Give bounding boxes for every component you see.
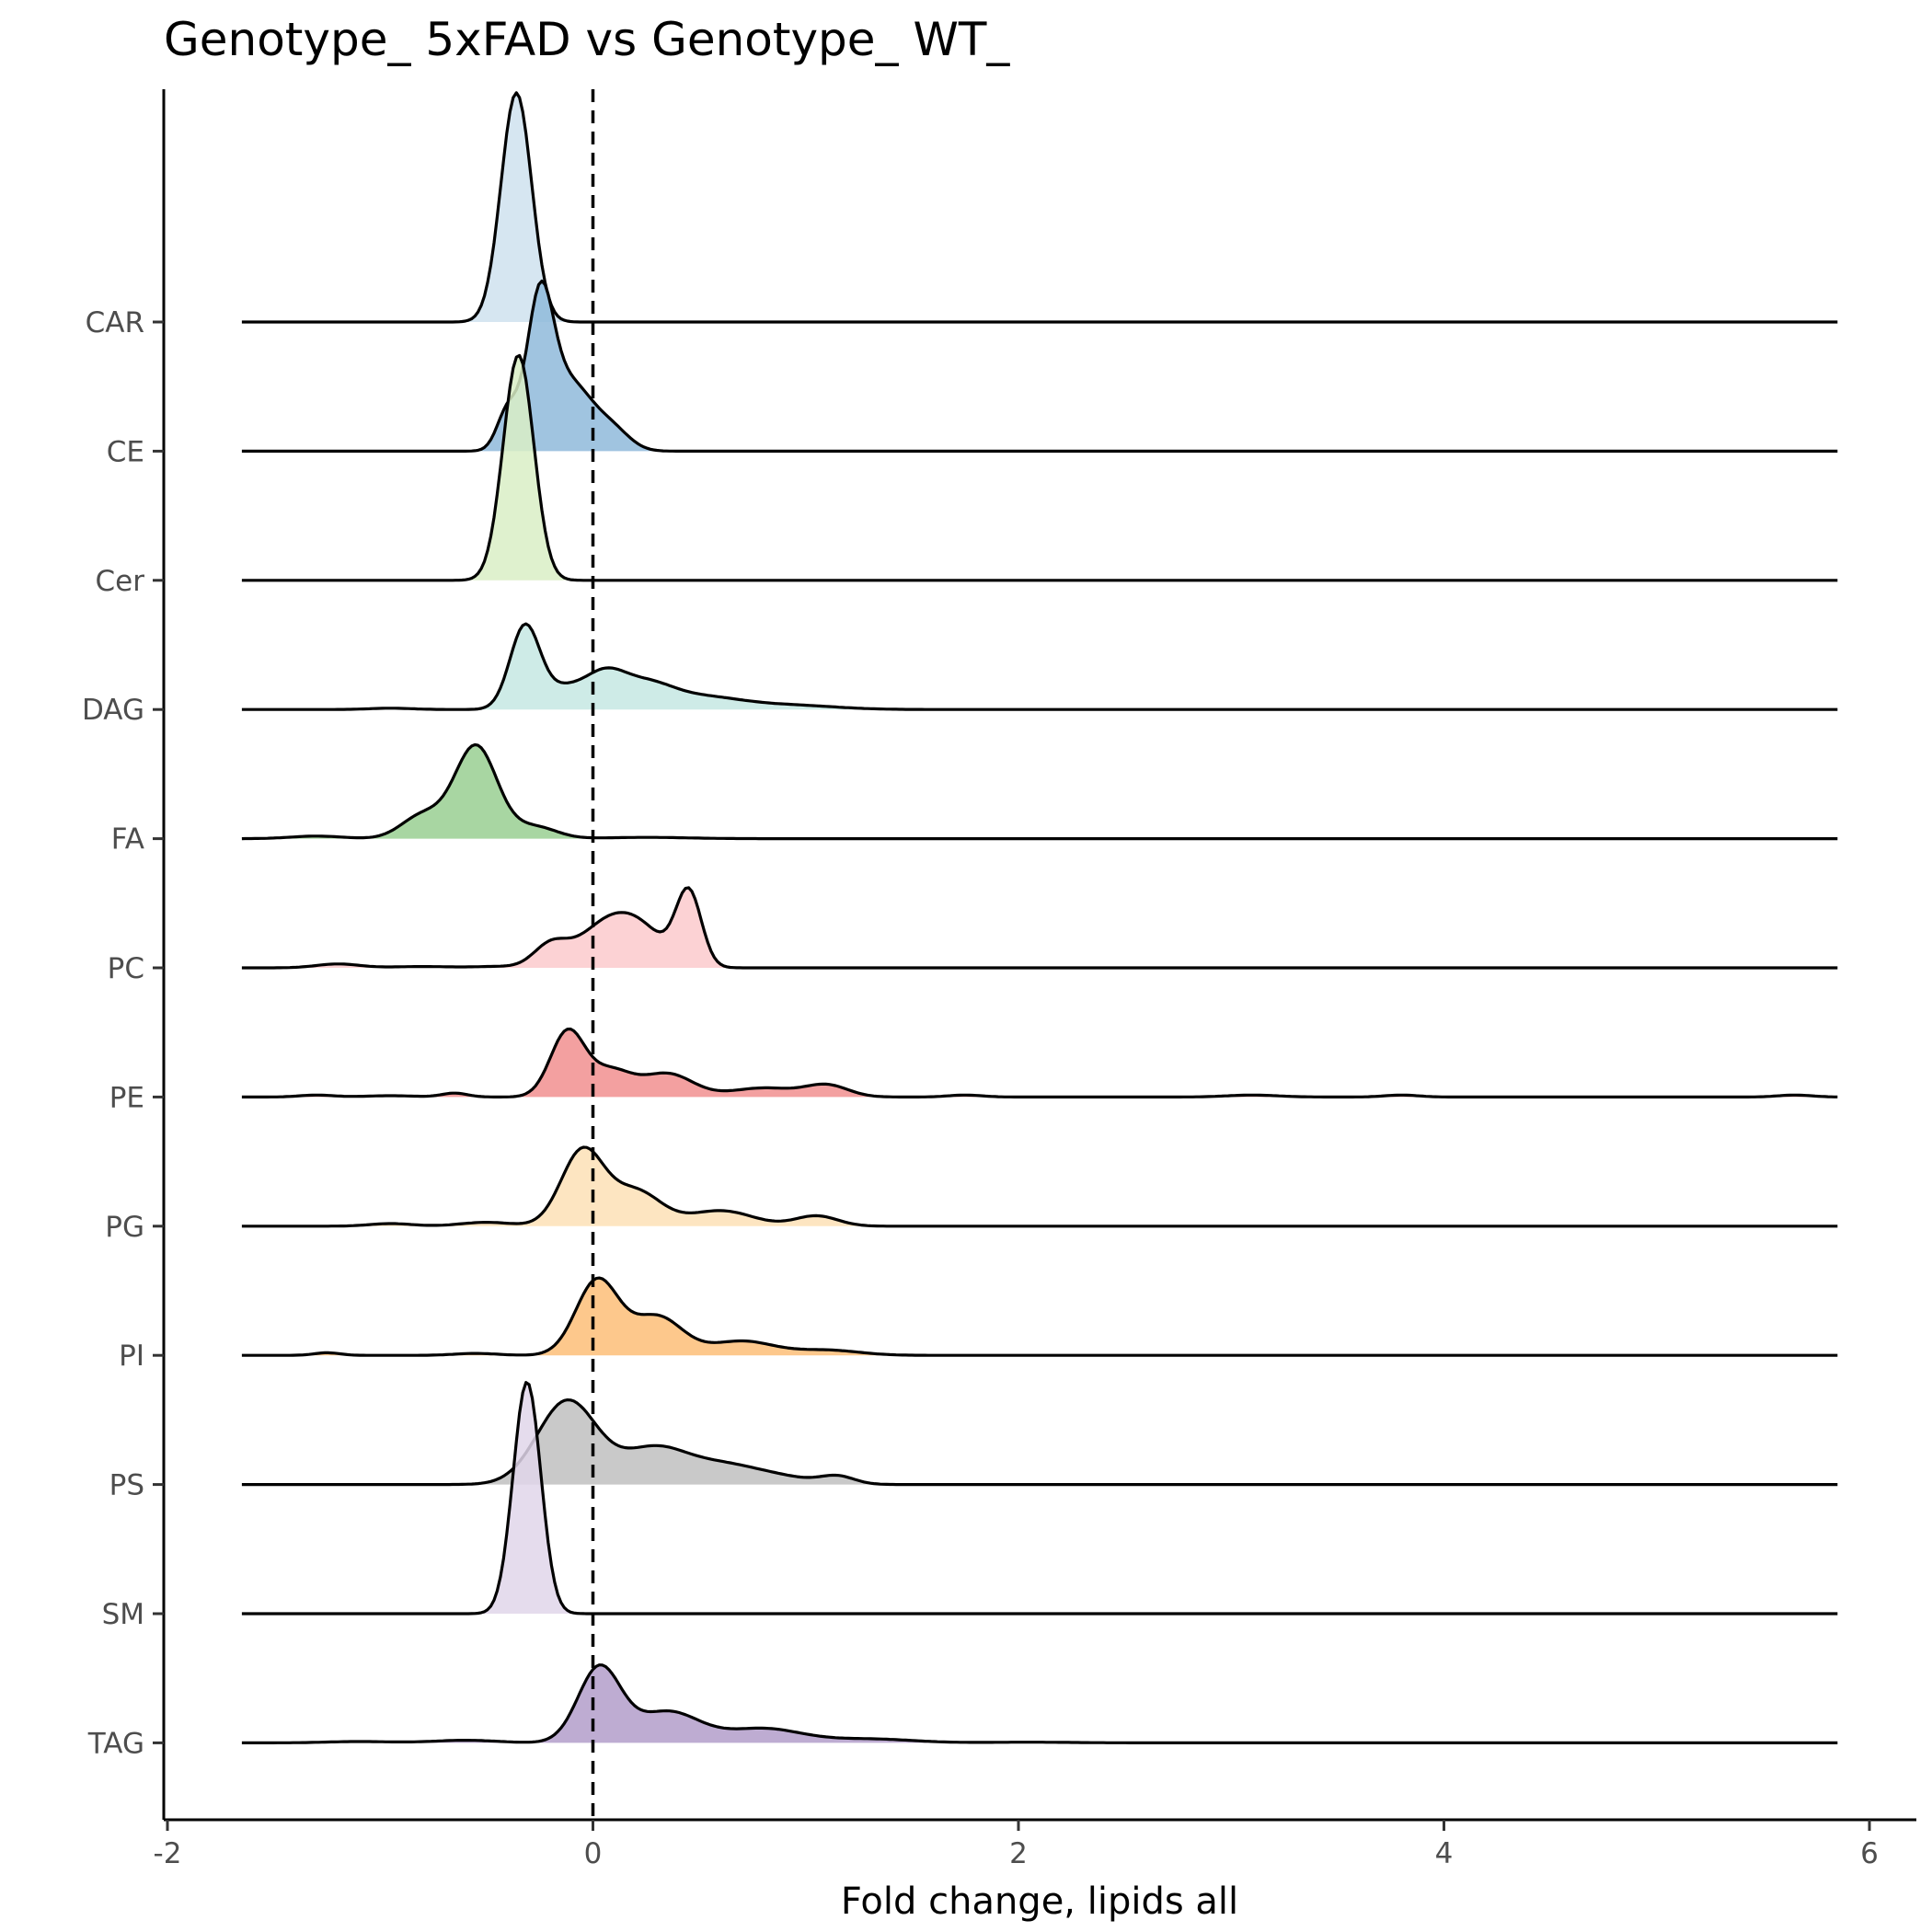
ridge-line-pc xyxy=(241,886,1838,970)
ridge-fill-ce xyxy=(241,281,1838,452)
y-axis-ticks: CAR CE Cer DAG FA PC PE PG PI PS SM TAG xyxy=(82,306,164,1760)
ridges-layer xyxy=(241,91,1838,1744)
ridge-fill-cer xyxy=(241,355,1838,581)
x-tick-label: 4 xyxy=(1435,1837,1454,1870)
x-axis-label: Fold change, lipids all xyxy=(841,1880,1238,1923)
y-tick-label-car: CAR xyxy=(86,306,144,339)
ridge-fill-dag xyxy=(241,624,1838,710)
ridge-line-sm xyxy=(241,1381,1838,1616)
y-tick-label-fa: FA xyxy=(111,823,144,857)
ridge-line-ps xyxy=(241,1398,1838,1487)
ridge-fill-pe xyxy=(241,1029,1838,1098)
ridge-line-dag xyxy=(241,622,1838,711)
y-tick-label-ce: CE xyxy=(107,435,144,468)
ridge-fill-fa xyxy=(241,744,1838,839)
y-tick-label-cer: Cer xyxy=(96,565,145,598)
ridge-fill-car xyxy=(241,92,1838,322)
ridge-line-car xyxy=(241,91,1838,324)
ridge-line-pi xyxy=(241,1276,1838,1357)
y-tick-label-ps: PS xyxy=(109,1469,144,1502)
ridge-line-pg xyxy=(241,1145,1838,1228)
chart-title: Genotype_ 5xFAD vs Genotype_ WT_ xyxy=(164,13,1010,66)
y-tick-label-tag: TAG xyxy=(87,1727,144,1760)
ridge-fill-sm xyxy=(241,1382,1838,1614)
ridge-fill-ps xyxy=(241,1399,1838,1485)
x-tick-label: 6 xyxy=(1860,1837,1879,1870)
ridge-fill-pi xyxy=(241,1278,1838,1356)
y-tick-label-pi: PI xyxy=(119,1340,144,1373)
x-tick-label: -2 xyxy=(154,1837,182,1870)
x-axis-ticks: -2 0 2 4 6 xyxy=(154,1820,1879,1870)
ridge-line-fa xyxy=(241,742,1838,841)
ridge-line-cer xyxy=(241,353,1838,582)
ridge-line-tag xyxy=(241,1663,1838,1744)
x-tick-label: 2 xyxy=(1009,1837,1028,1870)
y-tick-label-pe: PE xyxy=(109,1081,144,1114)
y-tick-label-pg: PG xyxy=(105,1211,144,1244)
y-tick-label-sm: SM xyxy=(102,1598,144,1631)
ridge-line-pe xyxy=(241,1027,1838,1098)
x-tick-label: 0 xyxy=(584,1837,603,1870)
y-tick-label-pc: PC xyxy=(108,952,144,985)
y-tick-label-dag: DAG xyxy=(82,694,144,727)
axes xyxy=(162,89,1916,1822)
ridge-fill-pc xyxy=(241,887,1838,968)
ridge-fill-pg xyxy=(241,1147,1838,1226)
ridge-fill-tag xyxy=(241,1664,1838,1743)
